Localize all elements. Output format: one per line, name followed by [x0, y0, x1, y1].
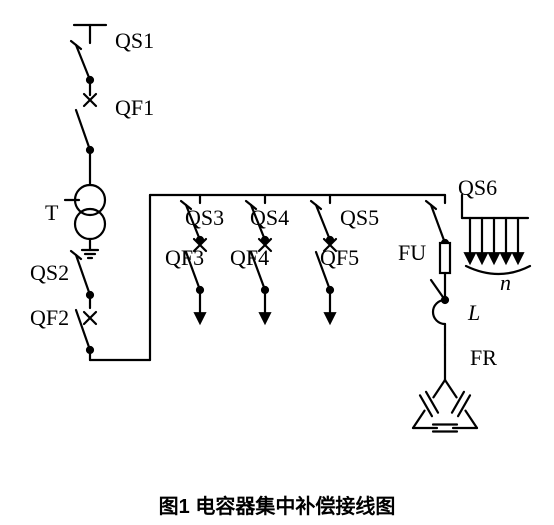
wiring-diagram: QS1 QF1 T QS2 QF2 QS3 QS4 QF3 QF4 QS5 QF5 QS6 FU L FR n [0, 0, 554, 470]
label-qs3: QS3 [185, 205, 224, 230]
label-qs2: QS2 [30, 260, 69, 285]
label-qs6: QS6 [458, 175, 497, 200]
label-qs5: QS5 [340, 205, 379, 230]
label-fr: FR [470, 345, 497, 370]
label-qf2: QF2 [30, 305, 69, 330]
label-qf5: QF5 [320, 245, 359, 270]
label-t: T [45, 200, 59, 225]
label-qs1: QS1 [115, 28, 154, 53]
label-qs4: QS4 [250, 205, 289, 230]
label-fu: FU [398, 240, 426, 265]
label-n: n [500, 270, 511, 295]
label-qf3: QF3 [165, 245, 204, 270]
label-qf4: QF4 [230, 245, 269, 270]
label-l: L [467, 300, 480, 325]
figure-caption: 图1 电容器集中补偿接线图 [0, 490, 554, 519]
label-qf1: QF1 [115, 95, 154, 120]
